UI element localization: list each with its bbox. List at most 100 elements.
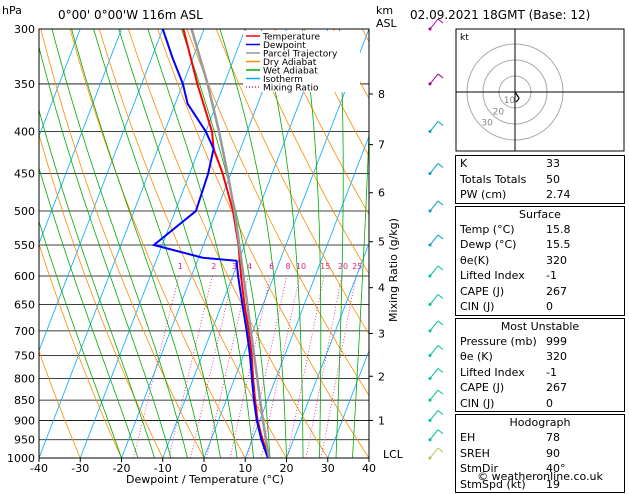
wind-barb <box>430 321 438 331</box>
wind-barb <box>430 122 438 132</box>
wind-barb-dot <box>429 28 432 31</box>
km-tick-label: 2 <box>378 370 385 383</box>
mu-value: 999 <box>546 334 620 350</box>
dry-adiabat-line <box>216 29 451 458</box>
mixing-ratio-label: 20 <box>338 262 348 271</box>
surface-row: CIN (J)0 <box>456 299 624 315</box>
surface-label: CIN (J) <box>460 299 494 315</box>
wind-barb <box>430 74 438 84</box>
wind-barb-dot <box>429 419 432 422</box>
mu-label: CAPE (J) <box>460 380 504 396</box>
wind-barb-dot <box>429 354 432 357</box>
wind-barb <box>430 295 438 305</box>
most-unstable-title: Most Unstable <box>456 319 624 334</box>
km-tick-label: 8 <box>378 88 385 101</box>
wind-barb-flag <box>438 345 443 349</box>
isotherm-line <box>39 29 204 458</box>
mu-row: CAPE (J) 267 <box>456 380 624 396</box>
wind-barb <box>430 235 438 245</box>
mixing-ratio-label: 25 <box>352 262 362 271</box>
hodo-label: EH <box>460 430 475 446</box>
x-axis-label: Dewpoint / Temperature (°C) <box>126 473 284 486</box>
km-tick-label: 7 <box>378 139 385 152</box>
wind-barb <box>430 266 438 276</box>
mixing-ratio-label: 8 <box>285 262 290 271</box>
hodograph-title: Hodograph <box>456 415 624 430</box>
mixing-ratio-label: 3 <box>232 262 237 271</box>
wind-barb-dot <box>429 399 432 402</box>
hodograph-ring-label: 20 <box>493 107 505 117</box>
surface-label: Temp (°C) <box>460 222 515 238</box>
legend-entry: Mixing Ratio <box>263 84 319 94</box>
x-tick-label: 40 <box>362 462 376 475</box>
mixing-ratio-label: 15 <box>320 262 330 271</box>
surface-value: 320 <box>546 253 620 269</box>
surface-value: -1 <box>546 268 620 284</box>
mu-row: Lifted Index-1 <box>456 365 624 381</box>
dry-adiabat-line <box>625 29 629 458</box>
mixing-ratio-line <box>287 276 324 458</box>
wind-barb <box>430 430 438 440</box>
isotherm-line <box>122 29 287 458</box>
pressure-tick-label: 500 <box>14 205 35 218</box>
wind-barb-dot <box>429 82 432 85</box>
hodo-value: 78 <box>546 430 620 446</box>
surface-row: Dewp (°C)15.5 <box>456 237 624 253</box>
y-axis-label: Mixing Ratio (g/kg) <box>387 218 400 322</box>
wind-barb-dot <box>429 243 432 246</box>
wind-barb-flag <box>438 163 443 167</box>
wind-barb-flag <box>438 448 443 452</box>
km-tick-label: 5 <box>378 236 385 249</box>
mixing-ratio-label: 2 <box>211 262 216 271</box>
wind-barb-flag <box>438 321 443 325</box>
wind-barb <box>430 19 438 29</box>
surface-row: Temp (°C) 15.8 <box>456 222 624 238</box>
surface-row: CAPE (J) 267 <box>456 284 624 300</box>
surface-row: Lifted Index -1 <box>456 268 624 284</box>
hodograph-unit-label: kt <box>460 33 469 43</box>
mixing-ratio-label: 6 <box>269 262 274 271</box>
wind-barb <box>430 163 438 173</box>
wind-barb-dot <box>429 329 432 332</box>
surface-value: 15.8 <box>546 222 620 238</box>
wind-barb-dot <box>429 274 432 277</box>
mu-row: Pressure (mb)999 <box>456 334 624 350</box>
wind-barb-flag <box>438 295 443 299</box>
dry-adiabat-line <box>70 29 245 458</box>
index-label: K <box>460 156 467 172</box>
surface-row: θe(K)320 <box>456 253 624 269</box>
wind-barb-flag <box>438 266 443 270</box>
wind-barb-dot <box>429 210 432 213</box>
hodo-value: 90 <box>546 446 620 462</box>
series-temperature <box>183 29 269 458</box>
hpa-label: hPa <box>2 4 22 17</box>
mu-value: 267 <box>546 380 620 396</box>
pressure-tick-label: 550 <box>14 239 35 252</box>
asl-label: ASL <box>376 17 398 30</box>
dry-adiabat-line <box>0 29 80 458</box>
wet-adiabat-line <box>182 29 271 458</box>
index-row: PW (cm)2.74 <box>456 187 624 203</box>
wind-barb <box>430 390 438 400</box>
surface-label: Lifted Index <box>460 268 525 284</box>
index-label: PW (cm) <box>460 187 506 203</box>
surface-label: CAPE (J) <box>460 284 504 300</box>
wind-barb <box>430 345 438 355</box>
mu-row: CIN (J)0 <box>456 396 624 412</box>
wind-barb-flag <box>438 430 443 434</box>
surface-title: Surface <box>456 207 624 222</box>
wind-barb-flag <box>438 235 443 239</box>
wet-adiabat-line <box>336 29 343 458</box>
pressure-tick-label: 600 <box>14 270 35 283</box>
surface-value: 267 <box>546 284 620 300</box>
pressure-tick-label: 450 <box>14 167 35 180</box>
wind-barb-dot <box>429 303 432 306</box>
mixing-ratio-label: 10 <box>296 262 306 271</box>
mu-label: θe (K) <box>460 349 493 365</box>
wind-barb <box>430 410 438 420</box>
